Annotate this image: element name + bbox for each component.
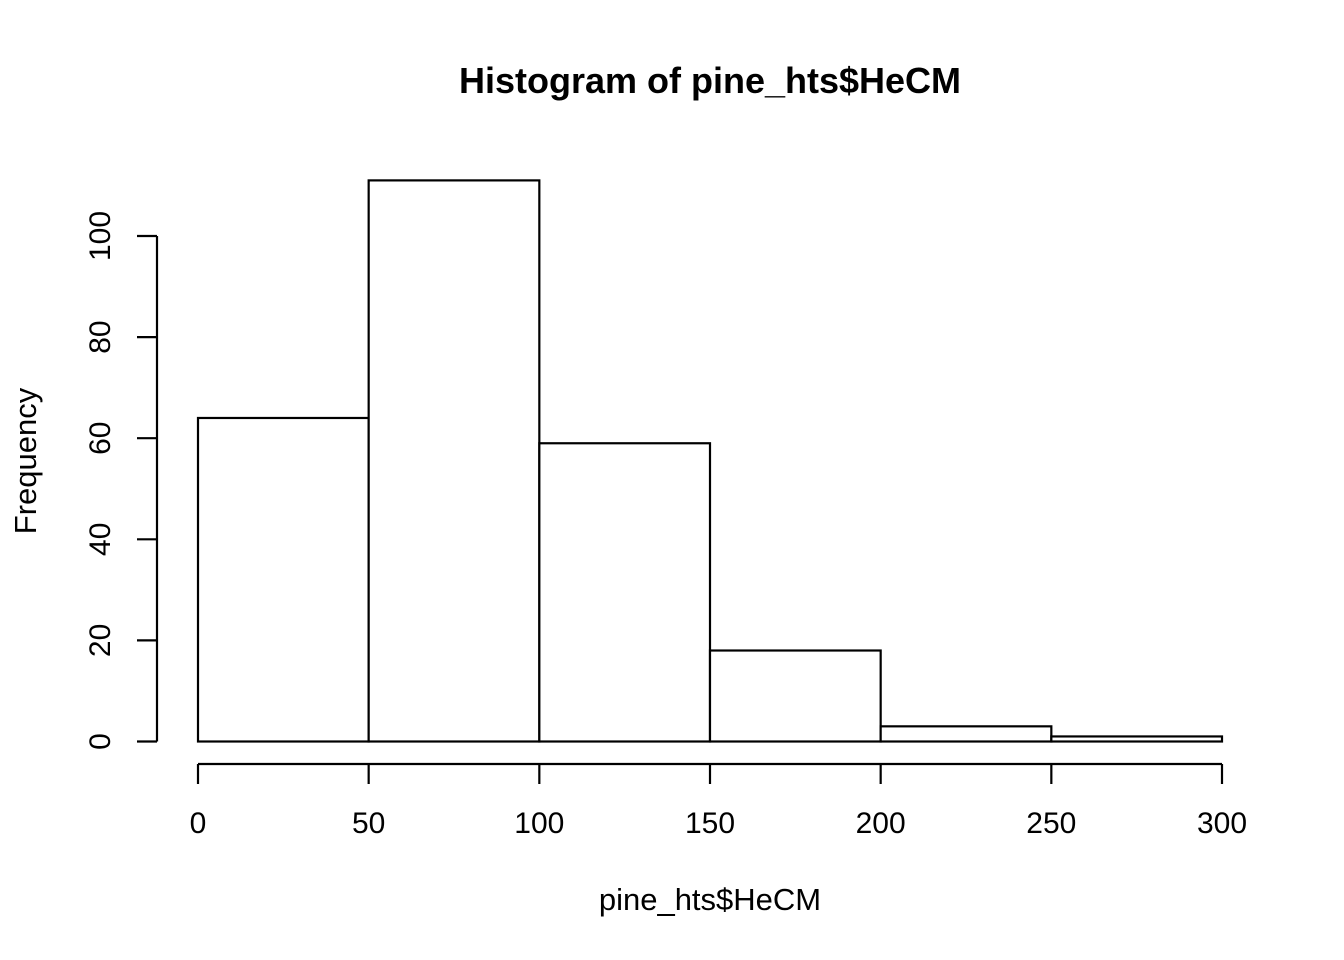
bars-group xyxy=(196,179,1224,743)
histogram-bar xyxy=(538,442,712,743)
x-tick-label: 0 xyxy=(190,807,207,840)
histogram-bar xyxy=(708,649,882,743)
x-axis: 0 50 100 150 200 250 300 xyxy=(190,762,1247,840)
histogram-bar xyxy=(879,725,1053,743)
y-tick-label: 0 xyxy=(84,733,117,750)
x-tick-label: 300 xyxy=(1197,807,1247,840)
y-tick-label: 20 xyxy=(84,624,117,657)
chart-title: Histogram of pine_hts$HeCM xyxy=(459,60,961,101)
x-tick-label: 50 xyxy=(352,807,385,840)
y-tick-label: 40 xyxy=(84,523,117,556)
x-tick-label: 200 xyxy=(856,807,906,840)
x-tick-label: 100 xyxy=(514,807,564,840)
y-axis: 0 20 40 60 80 100 xyxy=(84,211,159,750)
histogram-bar xyxy=(367,179,541,743)
histogram-bar xyxy=(196,416,370,743)
histogram-bar xyxy=(1050,735,1224,743)
y-tick-label: 60 xyxy=(84,422,117,455)
y-tick-label: 80 xyxy=(84,320,117,353)
x-axis-label: pine_hts$HeCM xyxy=(599,882,821,917)
y-axis-label: Frequency xyxy=(8,387,43,534)
y-tick-label: 100 xyxy=(84,211,117,261)
x-tick-label: 150 xyxy=(685,807,735,840)
x-tick-label: 250 xyxy=(1026,807,1076,840)
